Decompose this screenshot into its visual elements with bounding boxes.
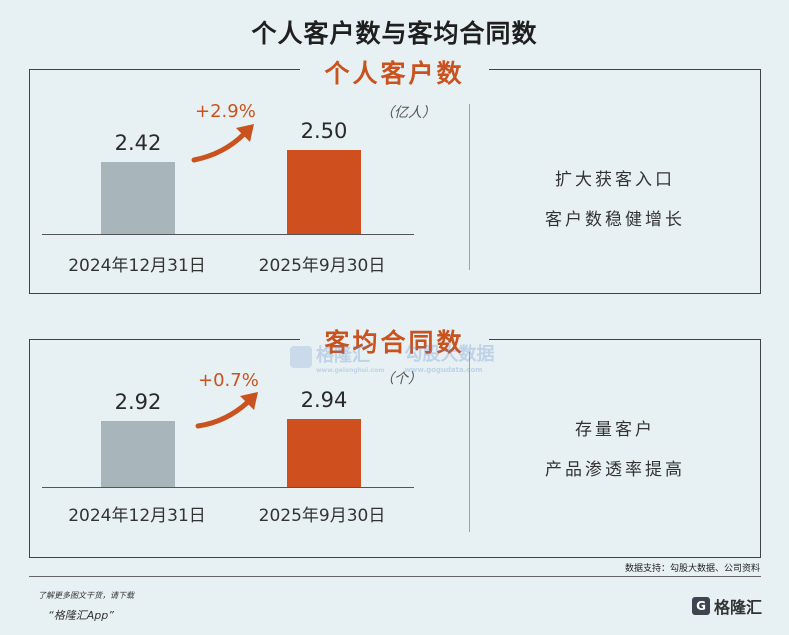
source-note: 数据支持：勾股大数据、公司资料 bbox=[624, 564, 760, 574]
description-contracts: 存量客户 产品渗透率提高 bbox=[470, 410, 760, 490]
value-label-2024-customers: 2.42 bbox=[114, 131, 162, 156]
description-line: 客户数稳健增长 bbox=[545, 210, 685, 230]
description-line: 扩大获客入口 bbox=[555, 170, 675, 190]
chart-title-contracts: 客均合同数 bbox=[0, 323, 789, 359]
page-title: 个人客户数与客均合同数 bbox=[251, 19, 538, 48]
bar-2024-contracts bbox=[101, 421, 175, 487]
growth-arrow-icon bbox=[191, 124, 254, 163]
growth-label-contracts: +0.7% bbox=[198, 370, 259, 391]
footer-download-text: 了解更多图文干货，请下载 bbox=[38, 591, 134, 600]
x-label-2025: 2025年9月30日 bbox=[258, 256, 386, 276]
unit-label-customers: （亿人） bbox=[380, 105, 436, 121]
growth-arrow-icon bbox=[195, 392, 258, 429]
growth-label-customers: +2.9% bbox=[195, 101, 256, 122]
x-label-2024: 2024年12月31日 bbox=[68, 256, 206, 276]
panel-divider bbox=[469, 104, 470, 270]
description-line: 产品渗透率提高 bbox=[545, 460, 685, 480]
bar-2025-customers bbox=[287, 150, 361, 234]
footer-app-name: “格隆汇App” bbox=[48, 609, 114, 622]
brand-logo-text: 格隆汇 bbox=[714, 598, 763, 617]
brand-logo: G 格隆汇 bbox=[692, 594, 762, 618]
bar-2024-customers bbox=[101, 162, 175, 234]
x-axis-baseline bbox=[42, 487, 414, 488]
value-label-2025-customers: 2.50 bbox=[300, 119, 348, 143]
description-customers: 扩大获客入口 客户数稳健增长 bbox=[470, 160, 760, 240]
x-axis-baseline bbox=[42, 234, 414, 235]
value-label-2024-contracts: 2.92 bbox=[114, 390, 162, 415]
value-label-2025-contracts: 2.94 bbox=[300, 388, 348, 412]
x-label-2025: 2025年9月30日 bbox=[258, 506, 386, 526]
x-label-2024: 2024年12月31日 bbox=[68, 506, 206, 526]
g-logo-icon: G bbox=[692, 597, 710, 615]
footer-divider bbox=[29, 576, 761, 577]
description-line: 存量客户 bbox=[575, 420, 655, 440]
unit-label-contracts: （个） bbox=[380, 371, 422, 387]
bar-2025-contracts bbox=[287, 419, 361, 487]
chart-title-customers: 个人客户数 bbox=[0, 54, 789, 90]
panel-divider bbox=[469, 352, 470, 532]
